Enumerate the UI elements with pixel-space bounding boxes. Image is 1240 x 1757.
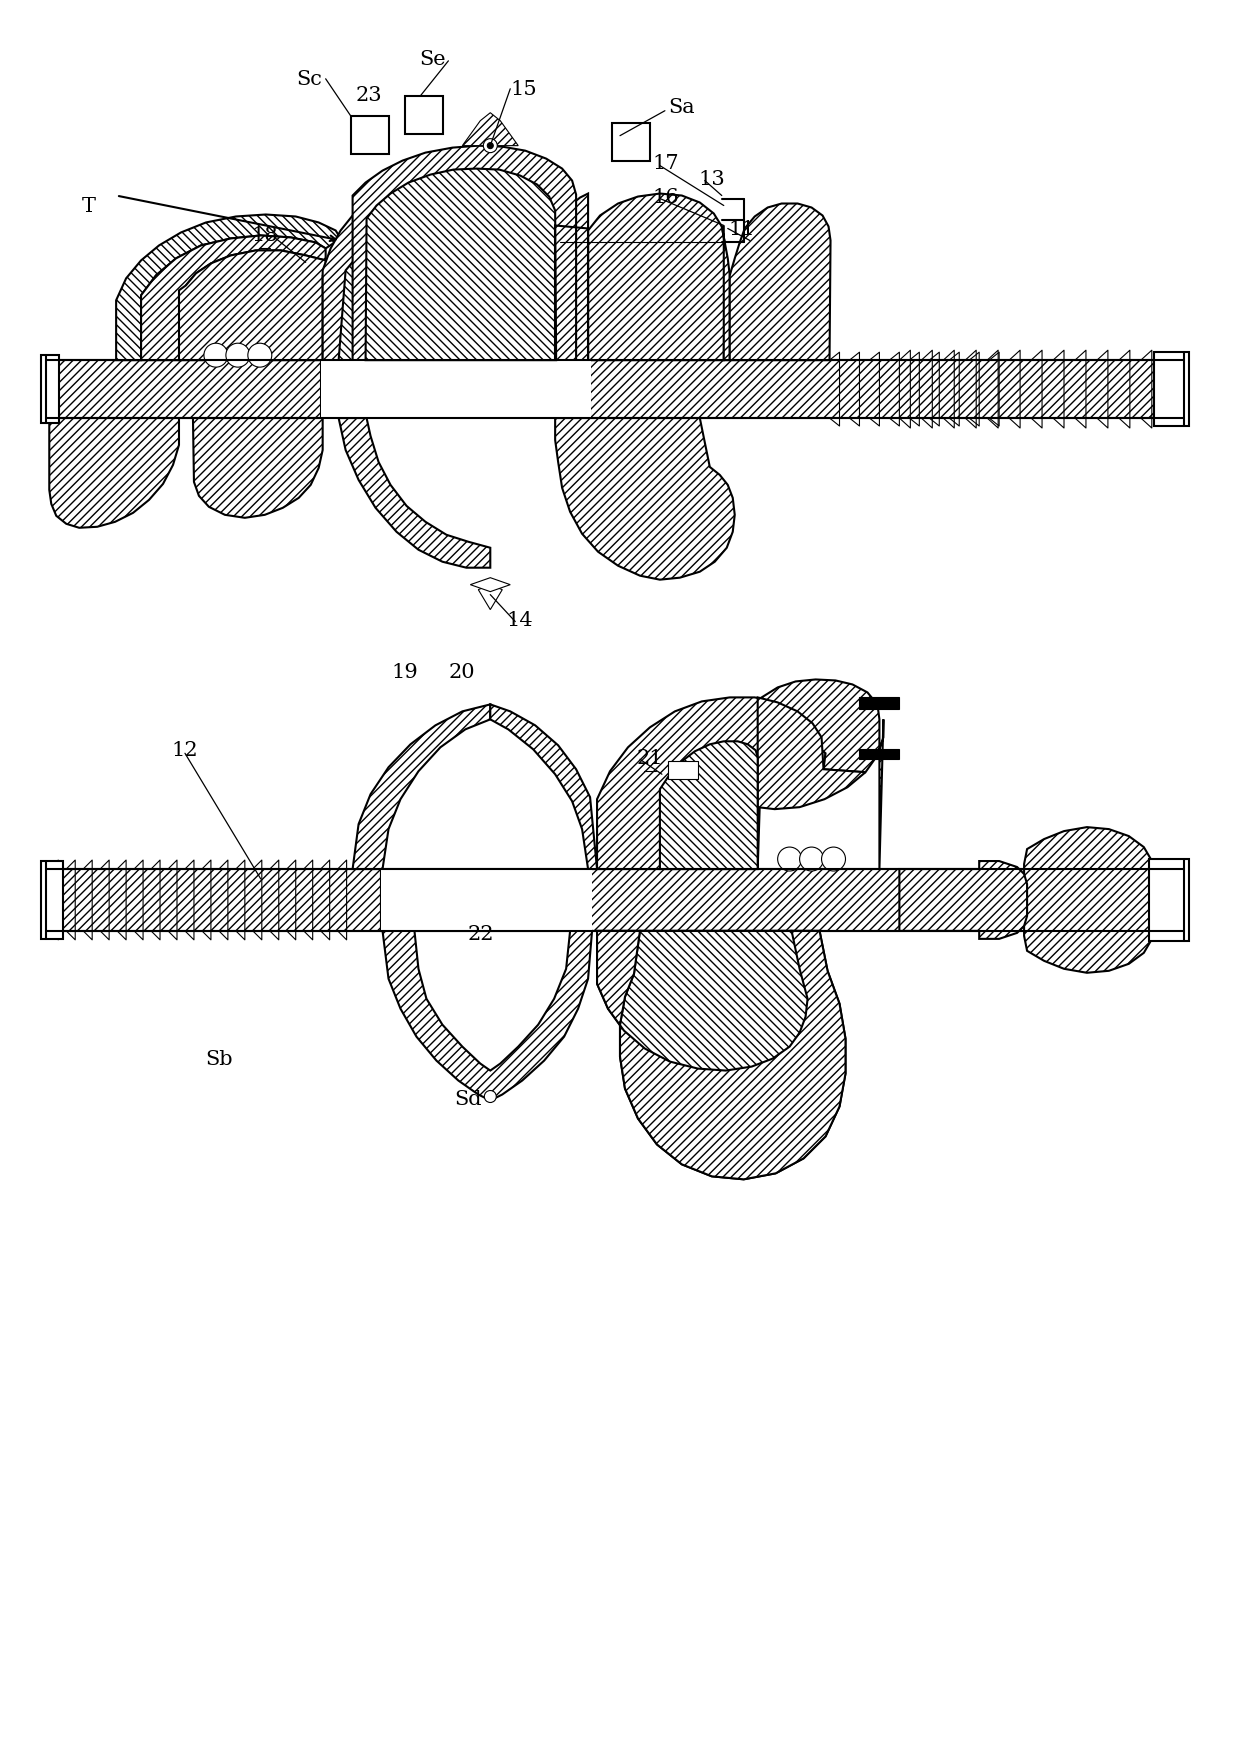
Polygon shape (339, 209, 490, 360)
Polygon shape (382, 931, 591, 1102)
Text: 13: 13 (698, 170, 725, 190)
Circle shape (777, 847, 801, 871)
Polygon shape (46, 870, 381, 931)
Polygon shape (179, 251, 326, 360)
Bar (351, 116, 388, 155)
Circle shape (484, 139, 497, 153)
Polygon shape (1148, 859, 1189, 942)
Polygon shape (352, 705, 490, 870)
Polygon shape (366, 169, 557, 360)
Polygon shape (590, 360, 1184, 418)
Polygon shape (1024, 828, 1153, 973)
Polygon shape (1153, 353, 1189, 427)
Circle shape (822, 847, 846, 871)
Polygon shape (500, 165, 564, 360)
Polygon shape (117, 216, 341, 360)
Polygon shape (588, 195, 724, 360)
Bar (613, 123, 650, 162)
Polygon shape (590, 870, 1184, 931)
Polygon shape (620, 931, 846, 1179)
Text: 23: 23 (355, 86, 382, 105)
Polygon shape (899, 861, 1027, 940)
Text: Sd: Sd (455, 1089, 482, 1109)
Circle shape (487, 144, 494, 149)
Polygon shape (730, 204, 831, 360)
Text: Sa: Sa (668, 98, 696, 118)
Bar (321, 360, 560, 418)
Polygon shape (470, 578, 510, 592)
Text: 22: 22 (467, 924, 494, 944)
Polygon shape (596, 698, 826, 870)
Circle shape (248, 344, 272, 367)
Bar (859, 750, 899, 759)
Bar (557, 360, 591, 418)
Polygon shape (193, 418, 322, 518)
Polygon shape (50, 418, 179, 529)
Polygon shape (41, 861, 63, 940)
Polygon shape (596, 931, 807, 1072)
Polygon shape (556, 418, 735, 580)
Bar (668, 763, 698, 780)
Polygon shape (479, 585, 502, 610)
Text: 20: 20 (449, 662, 476, 682)
Circle shape (226, 344, 249, 367)
Text: 16: 16 (652, 188, 680, 207)
Polygon shape (722, 227, 730, 360)
Circle shape (203, 344, 228, 367)
Polygon shape (322, 195, 490, 360)
Text: T: T (82, 197, 97, 216)
Polygon shape (596, 931, 846, 1179)
Text: 17: 17 (652, 155, 680, 172)
Text: 21: 21 (636, 748, 663, 768)
Polygon shape (381, 870, 590, 931)
Text: 19: 19 (391, 662, 418, 682)
Bar (381, 870, 591, 931)
Text: Sc: Sc (296, 70, 321, 90)
Polygon shape (357, 188, 547, 360)
Bar (859, 698, 899, 710)
Circle shape (800, 847, 823, 871)
Polygon shape (141, 235, 326, 360)
Text: Sb: Sb (205, 1049, 233, 1068)
Polygon shape (46, 360, 321, 418)
Polygon shape (339, 418, 490, 568)
Polygon shape (560, 195, 588, 360)
Text: Se: Se (419, 51, 445, 69)
Polygon shape (761, 680, 883, 870)
Text: 14: 14 (507, 611, 533, 629)
Bar (405, 97, 444, 135)
Polygon shape (463, 114, 518, 146)
Text: 18: 18 (252, 227, 278, 244)
Polygon shape (41, 357, 60, 423)
Text: 15: 15 (511, 81, 537, 98)
Polygon shape (322, 165, 564, 360)
Text: 11: 11 (728, 220, 755, 239)
Circle shape (485, 1091, 496, 1103)
Polygon shape (660, 741, 758, 870)
Polygon shape (490, 705, 596, 870)
Polygon shape (758, 698, 866, 870)
Text: 12: 12 (171, 740, 198, 759)
Polygon shape (352, 146, 577, 360)
